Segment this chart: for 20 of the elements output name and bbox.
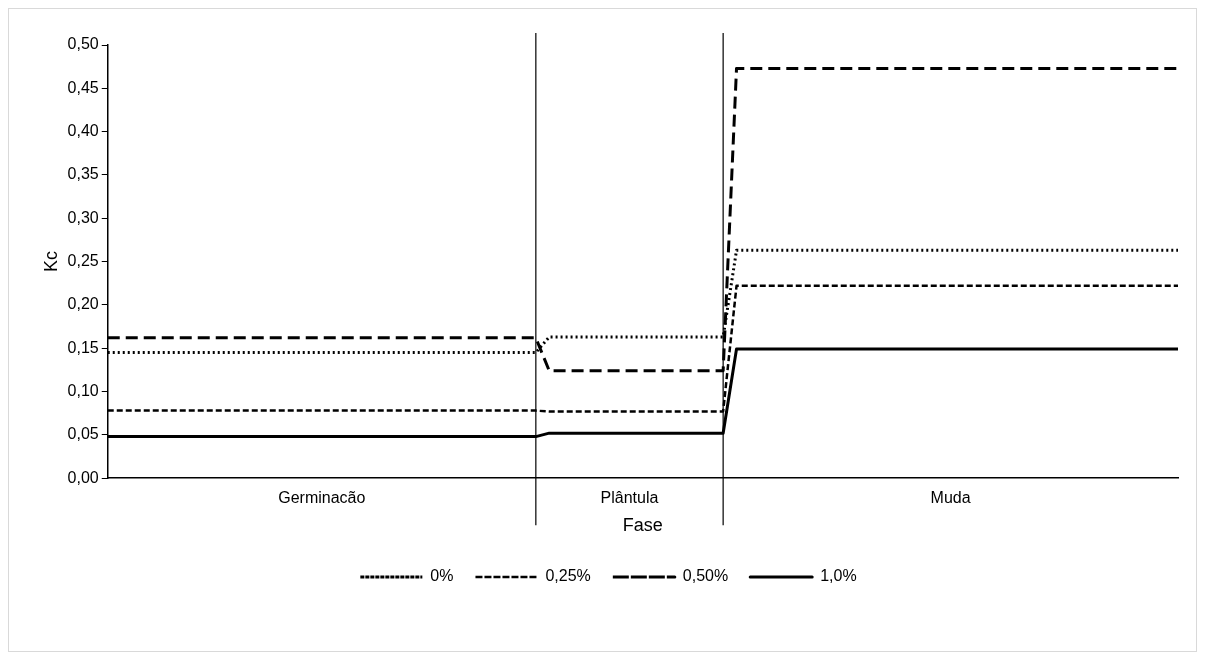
y-tick-label: 0,40 [67,122,99,140]
y-tick-label: 0,00 [67,468,99,486]
y-tick-label: 0,25 [67,252,99,270]
x-axis-title: Fase [622,515,663,536]
legend-label: 0,25% [545,567,591,585]
y-tick-label: 0,30 [67,208,99,226]
legend-label: 1,0% [820,567,857,585]
y-tick-label: 0,45 [67,78,99,96]
y-tick-label: 0,35 [67,165,99,183]
legend-label: 0,50% [682,567,729,585]
y-tick-label: 0,15 [67,338,99,356]
y-tick-label: 0,05 [67,425,99,443]
y-tick-label: 0,20 [67,295,99,313]
legend-label: 0% [430,567,454,585]
x-tick-label: Muda [930,489,971,507]
y-tick-label: 0,10 [67,381,99,399]
x-tick-label: Germinacão [278,489,366,507]
y-axis-title: Kc [40,251,61,273]
y-tick-label: 0,50 [67,35,99,53]
x-tick-label: Plântula [600,489,659,507]
